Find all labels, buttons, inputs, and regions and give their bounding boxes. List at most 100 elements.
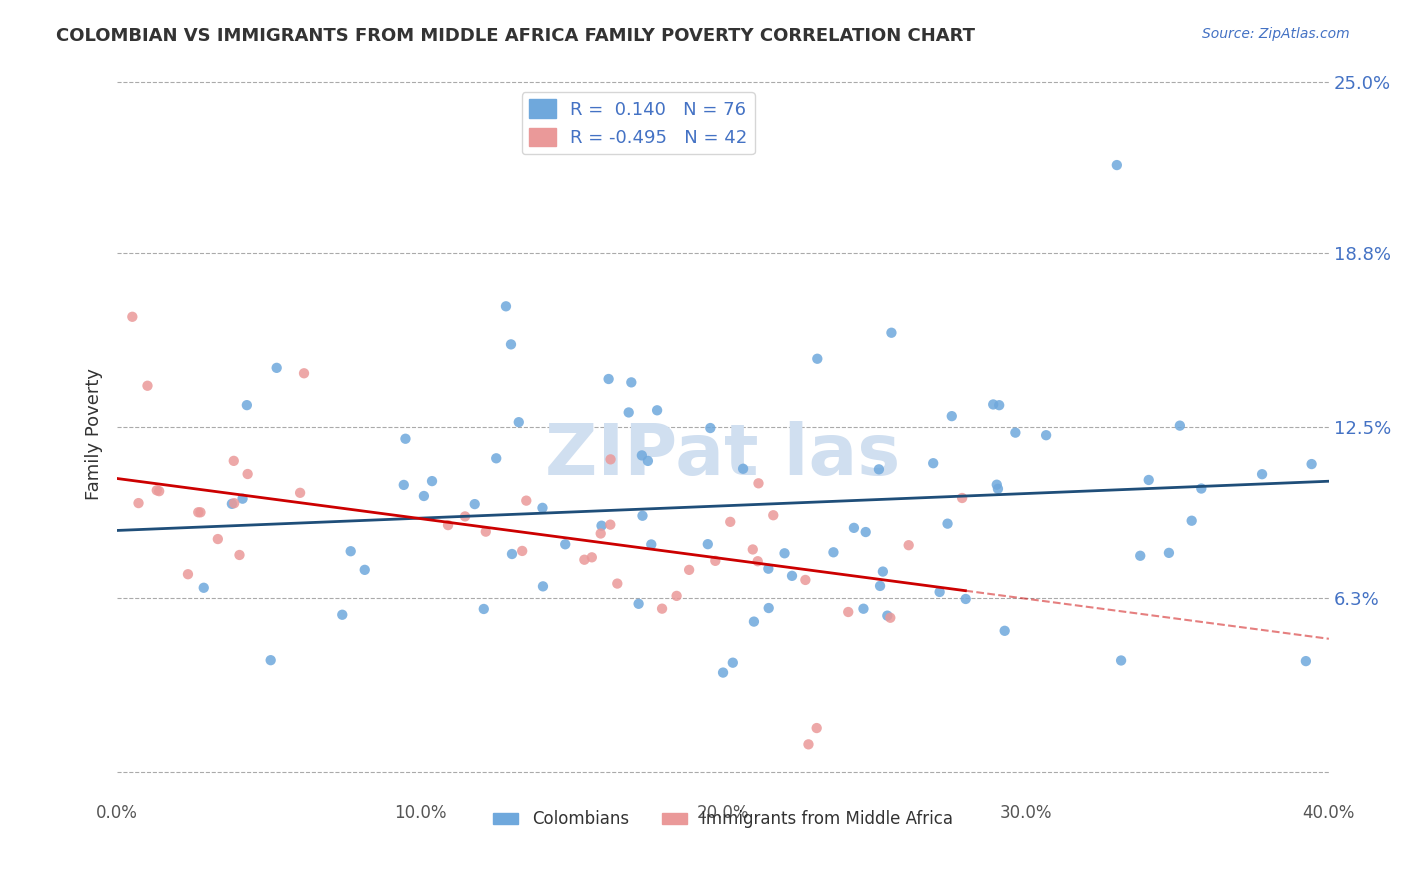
Point (515, 493, 537, 508)
Point (508, 415, 530, 429)
Point (640, 537, 662, 551)
Point (780, 569, 803, 583)
Point (598, 372, 620, 386)
Point (412, 489, 434, 503)
Point (1004, 425, 1026, 440)
Text: COLOMBIAN VS IMMIGRANTS FROM MIDDLE AFRICA FAMILY POVERTY CORRELATION CHART: COLOMBIAN VS IMMIGRANTS FROM MIDDLE AFRI… (56, 27, 976, 45)
Point (437, 518, 460, 533)
Point (773, 546, 796, 560)
Point (531, 579, 554, 593)
Point (704, 554, 727, 568)
Point (606, 576, 628, 591)
Point (699, 421, 721, 435)
Point (128, 496, 150, 510)
Point (1295, 654, 1317, 668)
Text: ZIPat las: ZIPat las (546, 421, 901, 491)
Point (987, 482, 1010, 496)
Point (591, 518, 613, 533)
Point (145, 483, 167, 498)
Point (485, 451, 508, 466)
Point (756, 562, 779, 576)
Point (869, 579, 891, 593)
Point (631, 449, 654, 463)
Point (665, 589, 688, 603)
Point (794, 573, 817, 587)
Point (599, 452, 621, 467)
Point (1189, 482, 1212, 496)
Point (464, 497, 486, 511)
Point (136, 378, 159, 392)
Point (392, 478, 415, 492)
Point (339, 544, 361, 558)
Point (1129, 549, 1152, 563)
Point (879, 611, 901, 625)
Point (880, 326, 903, 340)
Point (574, 552, 596, 566)
Point (1181, 514, 1204, 528)
Point (711, 665, 734, 680)
Point (292, 366, 315, 380)
Point (806, 351, 828, 366)
Point (637, 454, 659, 468)
Point (1035, 428, 1057, 442)
Point (823, 545, 845, 559)
Point (696, 537, 718, 551)
Point (678, 563, 700, 577)
Point (721, 656, 744, 670)
Point (837, 605, 859, 619)
Point (718, 515, 741, 529)
Point (495, 299, 517, 313)
Point (187, 505, 209, 519)
Point (797, 737, 820, 751)
Point (994, 624, 1017, 638)
Point (733, 462, 755, 476)
Point (868, 462, 890, 476)
Point (872, 565, 894, 579)
Point (501, 547, 523, 561)
Point (1157, 546, 1180, 560)
Point (531, 500, 554, 515)
Point (950, 491, 973, 505)
Point (236, 467, 259, 481)
Point (988, 398, 1011, 412)
Point (617, 405, 640, 419)
Point (852, 601, 875, 615)
Point (232, 491, 254, 506)
Point (266, 360, 288, 375)
Point (981, 397, 1004, 411)
Point (876, 608, 898, 623)
Point (941, 409, 963, 424)
Point (353, 563, 375, 577)
Point (207, 532, 229, 546)
Point (510, 544, 533, 558)
Point (758, 601, 780, 615)
Point (742, 615, 765, 629)
Point (762, 508, 785, 523)
Point (228, 548, 250, 562)
Point (747, 476, 769, 491)
Point (288, 485, 311, 500)
Point (472, 602, 495, 616)
Point (806, 721, 828, 735)
Point (855, 524, 877, 539)
Point (627, 597, 650, 611)
Point (842, 521, 865, 535)
Point (1301, 457, 1323, 471)
Point (499, 337, 522, 351)
Point (1251, 467, 1274, 482)
Point (1109, 653, 1132, 667)
Point (1137, 473, 1160, 487)
Point (581, 550, 603, 565)
Point (330, 607, 353, 622)
Point (554, 537, 576, 551)
Y-axis label: Family Poverty: Family Poverty (86, 368, 103, 500)
Point (236, 398, 259, 412)
Point (986, 477, 1008, 491)
Point (955, 591, 977, 606)
Point (121, 310, 143, 324)
Point (936, 516, 959, 531)
Point (651, 601, 673, 615)
Point (922, 456, 945, 470)
Text: Source: ZipAtlas.com: Source: ZipAtlas.com (1202, 27, 1350, 41)
Point (589, 526, 612, 541)
